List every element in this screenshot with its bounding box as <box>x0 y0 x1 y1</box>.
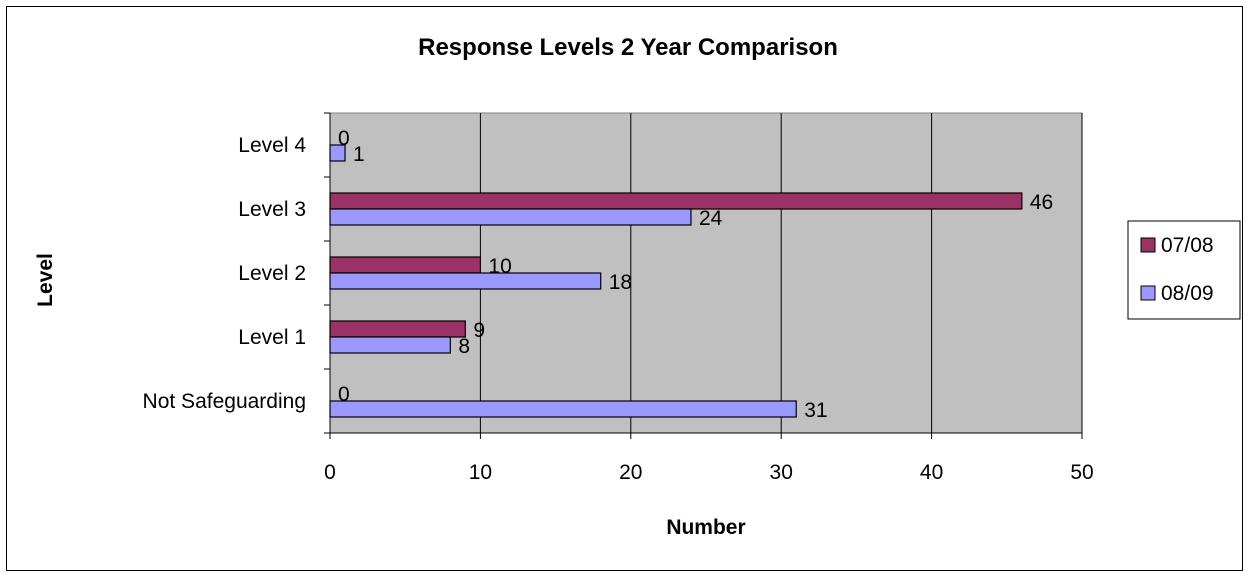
bars <box>329 144 1023 418</box>
legend-swatch <box>1140 237 1156 253</box>
data-label: 46 <box>1030 191 1053 214</box>
y-tick-label: Level 3 <box>238 198 306 221</box>
data-label: 0 <box>338 127 350 150</box>
gridlines <box>479 113 1083 433</box>
bar <box>329 192 1023 210</box>
bar <box>329 256 481 274</box>
legend-label: 07/08 <box>1161 234 1214 257</box>
legend-box <box>1127 220 1241 320</box>
y-axis-title: Level <box>34 253 57 307</box>
x-tick-label: 30 <box>770 461 793 484</box>
data-label: 10 <box>488 255 511 278</box>
data-label: 18 <box>609 271 632 294</box>
data-label: 31 <box>804 399 827 422</box>
y-tick-label: Level 4 <box>238 134 306 157</box>
x-tick-label: 50 <box>1070 461 1093 484</box>
bar <box>329 400 797 418</box>
x-tick-label: 40 <box>920 461 943 484</box>
x-tick-label: 0 <box>324 461 336 484</box>
data-label: 8 <box>458 335 470 358</box>
chart-title: Response Levels 2 Year Comparison <box>418 34 838 61</box>
x-tick-label: 20 <box>619 461 642 484</box>
bar <box>329 336 451 354</box>
data-label: 0 <box>338 383 350 406</box>
bar <box>329 208 692 226</box>
y-tick-label: Not Safeguarding <box>143 390 306 413</box>
bar <box>329 272 602 290</box>
data-label: 1 <box>353 143 365 166</box>
y-tick-label: Level 1 <box>238 326 306 349</box>
legend-label: 08/09 <box>1161 282 1214 305</box>
x-axis-title: Number <box>666 516 745 539</box>
bar <box>329 320 466 338</box>
legend: 07/08 08/09 <box>1127 220 1241 320</box>
data-label: 9 <box>473 319 485 342</box>
x-tick-label: 10 <box>469 461 492 484</box>
y-tick-label: Level 2 <box>238 262 306 285</box>
data-label: 24 <box>699 207 723 230</box>
legend-swatch <box>1140 285 1156 301</box>
